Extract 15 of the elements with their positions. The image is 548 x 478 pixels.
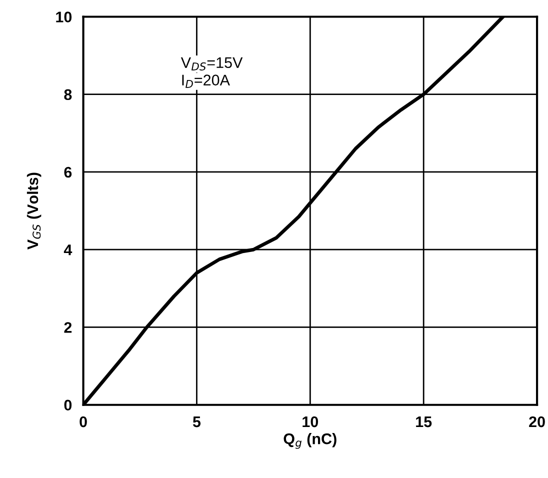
x-tick-label: 20 bbox=[529, 416, 545, 428]
y-tick-label: 6 bbox=[64, 166, 72, 178]
x-tick-label: 0 bbox=[80, 416, 87, 428]
y-tick-label: 10 bbox=[56, 12, 72, 22]
y-axis-title: V$_{GS}$ (Volts) bbox=[26, 172, 42, 250]
y-tick-label: 4 bbox=[64, 244, 72, 256]
x-tick-label: 10 bbox=[302, 416, 318, 428]
y-tick-label: 0 bbox=[64, 400, 72, 411]
x-tick-label: 5 bbox=[192, 416, 201, 428]
y-tick-label: 8 bbox=[64, 89, 72, 100]
annotation: I$_{D}$=20A bbox=[182, 74, 230, 88]
annotation: V$_{DS}$=15V bbox=[180, 57, 243, 71]
x-axis-title: Q$_{g}$ (nC) bbox=[284, 432, 336, 449]
y-tick-label: 2 bbox=[64, 322, 72, 333]
x-tick-label: 15 bbox=[416, 416, 432, 428]
